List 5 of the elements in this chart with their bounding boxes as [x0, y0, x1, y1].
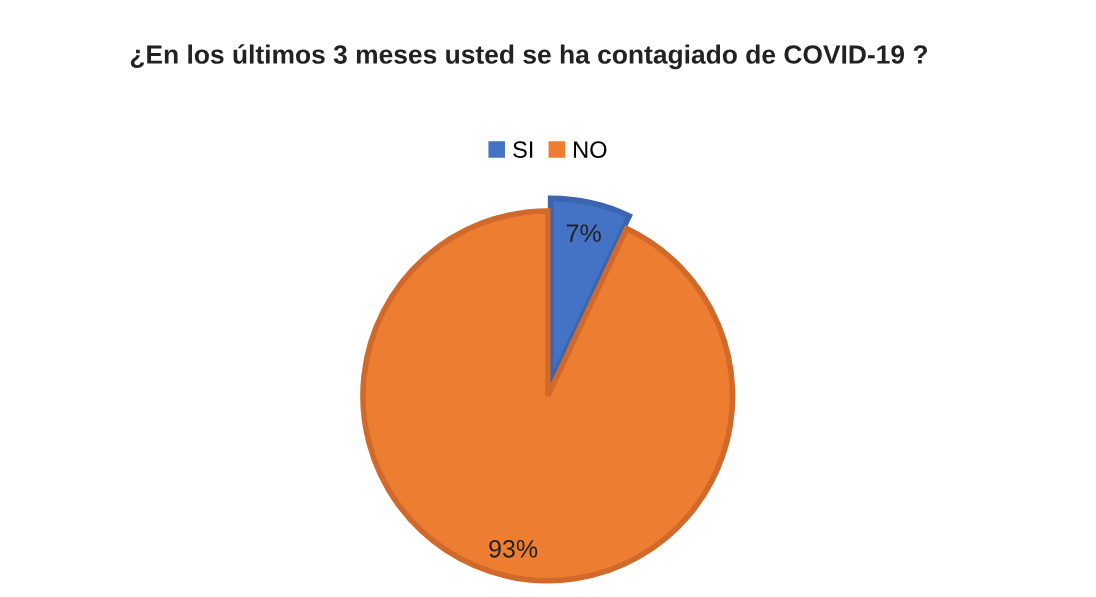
legend-label: SI	[513, 141, 533, 158]
chart-title: ¿En los últimos 3 meses usted se ha contagiado de COVID-19 ?	[130, 44, 927, 70]
legend-label: NO	[574, 141, 607, 158]
data-label: 7%	[566, 224, 601, 242]
data-label: 93%	[489, 539, 538, 558]
